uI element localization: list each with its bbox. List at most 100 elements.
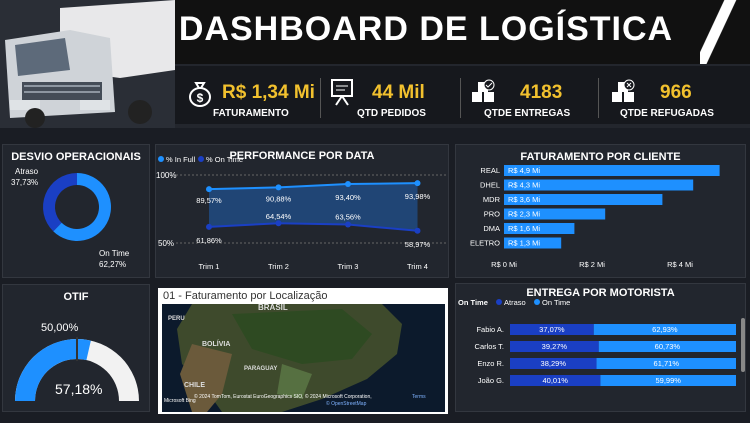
donut-slice-on-time[interactable] bbox=[53, 173, 111, 241]
map-osm-link[interactable]: © OpenStreetMap bbox=[326, 400, 367, 407]
cliente-bar-label: R$ 1,6 Mi bbox=[508, 224, 540, 233]
motorista-bar-ontime[interactable] bbox=[598, 341, 736, 352]
kpi-refugadas-value: 966 bbox=[660, 82, 692, 103]
motorista-bar-ontime[interactable] bbox=[593, 324, 736, 335]
truck-image bbox=[0, 0, 175, 128]
motorista-bar-ontime[interactable] bbox=[596, 358, 736, 369]
motorista-ontime-label: 60,73% bbox=[655, 342, 681, 351]
perf-xtick: Trim 4 bbox=[407, 262, 428, 271]
cliente-category-label: PRO bbox=[484, 210, 500, 219]
header-stripe bbox=[700, 0, 750, 64]
perf-point[interactable] bbox=[345, 221, 351, 228]
cliente-bar[interactable] bbox=[504, 165, 720, 176]
motorista-ontime-label: 61,71% bbox=[654, 359, 680, 368]
motorista-atraso-label: 38,29% bbox=[541, 359, 567, 368]
motorista-bar-ontime[interactable] bbox=[600, 375, 736, 386]
motorista-title: ENTREGA POR MOTORISTA bbox=[526, 287, 675, 299]
svg-text:$: $ bbox=[197, 91, 204, 105]
perf-ytick-bottom: 50% bbox=[158, 239, 174, 248]
map-attribution: © 2024 TomTom, Eurostat EuroGeographics … bbox=[194, 393, 372, 400]
perf-band bbox=[209, 183, 418, 231]
desvio-ontime-value: 62,27% bbox=[99, 260, 127, 269]
cliente-bar-label: R$ 2,3 Mi bbox=[508, 210, 540, 219]
legend-ontime-dot bbox=[198, 156, 204, 162]
performance-title: PERFORMANCE POR DATA bbox=[229, 150, 375, 162]
perf-point[interactable] bbox=[414, 180, 421, 187]
kpi-entregas-value: 4183 bbox=[520, 82, 563, 103]
motorista-ontime-label: 62,93% bbox=[652, 325, 678, 334]
cliente-bar[interactable] bbox=[504, 237, 562, 249]
desvio-panel: DESVIO OPERACIONAIS Atraso 37,73% On Tim… bbox=[2, 144, 150, 278]
motorista-bar-atraso[interactable] bbox=[510, 341, 599, 352]
cliente-bar[interactable] bbox=[504, 194, 663, 205]
cliente-bar[interactable] bbox=[504, 179, 694, 191]
perf-ytick-top: 100% bbox=[156, 171, 176, 180]
gauge-value-arc bbox=[15, 339, 91, 401]
perf-data-label: 61,86% bbox=[196, 236, 222, 245]
performance-chart: % In Full % On Time 100% 50% 89,57% 90,88… bbox=[156, 155, 446, 271]
desvio-donut bbox=[43, 173, 111, 241]
motorista-bar-atraso[interactable] bbox=[510, 375, 601, 386]
kpi-pedidos-label: QTD PEDIDOS bbox=[357, 108, 426, 119]
cliente-category-label: REAL bbox=[480, 166, 500, 175]
cliente-xtick: R$ 2 Mi bbox=[579, 260, 605, 269]
map-image[interactable]: BRASIL PERU BOLÍVIA PARAGUAY CHILE Micro… bbox=[162, 304, 445, 412]
motorista-panel: ENTREGA POR MOTORISTA On Time Atraso On … bbox=[455, 283, 746, 412]
motorista-bar-atraso[interactable] bbox=[510, 358, 597, 369]
perf-point[interactable] bbox=[414, 227, 421, 234]
map-terms-link[interactable]: Terms bbox=[412, 394, 426, 400]
perf-point[interactable] bbox=[206, 186, 212, 193]
kpi-entregas-label: QTDE ENTREGAS bbox=[484, 108, 571, 119]
perf-data-label: 63,56% bbox=[335, 213, 361, 222]
cliente-panel: FATURAMENTO POR CLIENTE REAL R$ 4,9 Mi DHE… bbox=[455, 144, 746, 278]
desvio-atraso-value: 37,73% bbox=[11, 178, 39, 187]
motorista-atraso-label: 39,27% bbox=[542, 342, 568, 351]
perf-point[interactable] bbox=[275, 220, 282, 227]
map-label-bolivia: BOLÍVIA bbox=[202, 339, 230, 348]
motorista-name: Carlos T. bbox=[475, 342, 504, 351]
perf-data-label: 90,88% bbox=[266, 194, 292, 203]
map-label-paraguay: PARAGUAY bbox=[244, 366, 277, 372]
motorista-legend-title: On Time bbox=[458, 298, 488, 307]
motorista-legend-atraso: Atraso bbox=[504, 298, 526, 307]
cliente-xtick: R$ 0 Mi bbox=[491, 260, 517, 269]
cliente-bar-label: R$ 3,6 Mi bbox=[508, 195, 540, 204]
motorista-legend-ontime-dot bbox=[534, 299, 540, 305]
motorista-legend-atraso-dot bbox=[496, 299, 502, 305]
cliente-category-label: DMA bbox=[483, 224, 500, 233]
perf-xtick: Trim 3 bbox=[338, 262, 359, 271]
kpi-faturamento-value: R$ 1,34 Mi bbox=[222, 82, 315, 103]
legend-ontime: % On Time bbox=[206, 155, 243, 164]
donut-slice-atraso[interactable] bbox=[43, 173, 77, 232]
desvio-ontime-label: On Time bbox=[99, 249, 130, 258]
motorista-legend-ontime: On Time bbox=[542, 298, 570, 307]
cliente-bar-label: R$ 1,3 Mi bbox=[508, 239, 540, 248]
cliente-xtick: R$ 4 Mi bbox=[667, 260, 693, 269]
cliente-title: FATURAMENTO POR CLIENTE bbox=[520, 151, 681, 163]
kpi-divider bbox=[460, 78, 461, 118]
motorista-atraso-label: 40,01% bbox=[542, 376, 568, 385]
motorista-bar-atraso[interactable] bbox=[510, 324, 594, 335]
cliente-bar[interactable] bbox=[504, 223, 575, 234]
cliente-category-label: MDR bbox=[483, 195, 501, 204]
map-title: 01 - Faturamento por Localização bbox=[163, 290, 328, 302]
perf-line-ontime bbox=[208, 222, 418, 232]
cliente-bar[interactable] bbox=[504, 208, 606, 220]
perf-data-label: 93,40% bbox=[335, 193, 361, 202]
motorista-name: João G. bbox=[478, 376, 504, 385]
otif-title: OTIF bbox=[63, 291, 89, 303]
perf-point[interactable] bbox=[345, 180, 351, 187]
motorista-atraso-label: 37,07% bbox=[539, 325, 565, 334]
map-label-peru: PERU bbox=[168, 316, 185, 322]
kpi-divider bbox=[598, 78, 599, 118]
kpi-strip bbox=[175, 66, 750, 124]
kpi-refugadas-label: QTDE REFUGADAS bbox=[620, 108, 714, 119]
cliente-bar-label: R$ 4,9 Mi bbox=[508, 166, 540, 175]
perf-point[interactable] bbox=[275, 184, 282, 191]
motorista-scrollbar[interactable] bbox=[741, 318, 745, 372]
legend-infull-dot bbox=[158, 156, 164, 162]
motorista-name: Enzo R. bbox=[477, 359, 504, 368]
perf-point[interactable] bbox=[206, 223, 212, 230]
perf-line-infull bbox=[208, 182, 418, 191]
kpi-pedidos-value: 44 Mil bbox=[372, 82, 425, 103]
